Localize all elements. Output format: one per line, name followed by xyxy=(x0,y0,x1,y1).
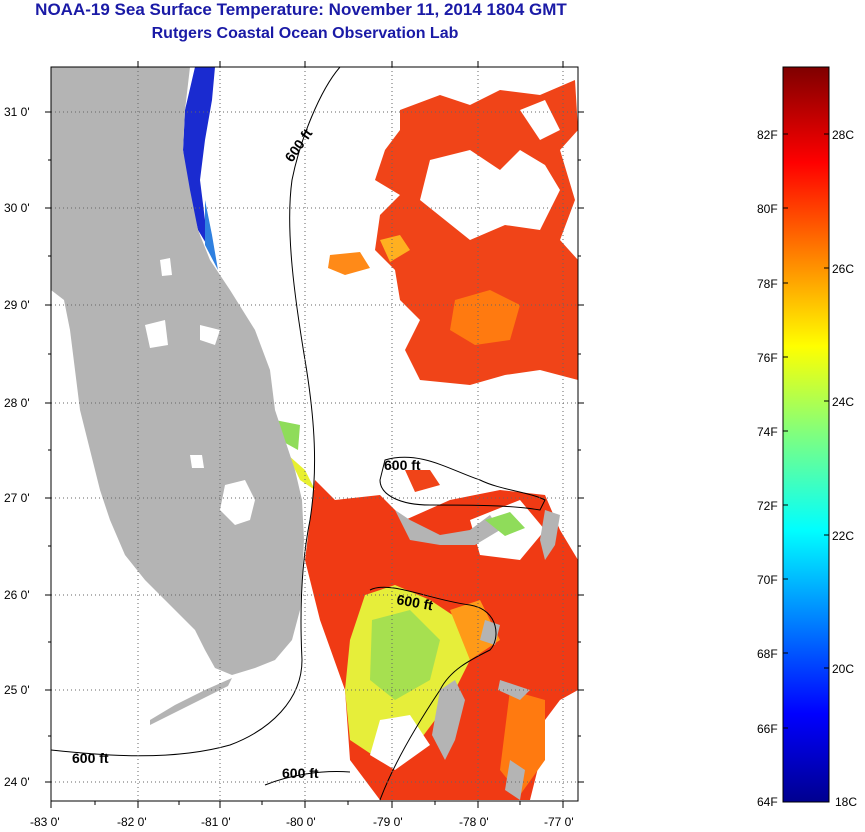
lat-label: 24 0' xyxy=(4,775,30,789)
colorbar: 82F 80F 78F 76F 74F 72F 70F 68F 66F 64F … xyxy=(757,66,857,809)
sst-northeast-warm xyxy=(328,80,578,385)
colorbar-c-label: 18C xyxy=(835,795,857,809)
longitude-labels: -83 0' -82 0' -81 0' -80 0' -79 0' -78 0… xyxy=(30,815,574,829)
lon-label: -78 0' xyxy=(459,815,489,829)
colorbar-f-label: 74F xyxy=(757,425,778,439)
colorbar-f-label: 68F xyxy=(757,647,778,661)
lon-label: -81 0' xyxy=(201,815,231,829)
lat-label: 31 0' xyxy=(4,105,30,119)
lon-label: -79 0' xyxy=(373,815,403,829)
lat-label: 27 0' xyxy=(4,491,30,505)
latitude-labels: 31 0' 30 0' 29 0' 28 0' 27 0' 26 0' 25 0… xyxy=(4,105,30,789)
lat-label: 25 0' xyxy=(4,683,30,697)
lon-label: -82 0' xyxy=(117,815,147,829)
lake-okeechobee xyxy=(220,480,255,525)
colorbar-f-label: 70F xyxy=(757,573,778,587)
colorbar-f-label: 80F xyxy=(757,202,778,216)
colorbar-c-label: 20C xyxy=(832,662,854,676)
contour-label: 600 ft xyxy=(72,750,109,766)
colorbar-c-label: 28C xyxy=(832,128,854,142)
lake xyxy=(160,258,172,276)
colorbar-scale xyxy=(782,66,830,803)
lake xyxy=(200,325,220,345)
lat-label: 29 0' xyxy=(4,298,30,312)
chart-subtitle: Rutgers Coastal Ocean Observation Lab xyxy=(151,25,459,42)
axis-ticks xyxy=(45,61,584,808)
colorbar-f-label: 66F xyxy=(757,722,778,736)
contour-label: 600 ft xyxy=(395,591,434,613)
colorbar-f-label: 82F xyxy=(757,128,778,142)
colorbar-c-label: 24C xyxy=(832,395,854,409)
lon-label: -83 0' xyxy=(30,815,60,829)
colorbar-f-label: 76F xyxy=(757,351,778,365)
lon-label: -77 0' xyxy=(544,815,574,829)
lon-label: -80 0' xyxy=(286,815,316,829)
isobath-600ft xyxy=(51,67,546,801)
lake xyxy=(190,455,204,468)
colorbar-f-label: 78F xyxy=(757,277,778,291)
lake xyxy=(145,320,168,348)
lat-label: 28 0' xyxy=(4,396,30,410)
lat-label: 30 0' xyxy=(4,201,30,215)
contour-label: 600 ft xyxy=(282,765,319,781)
colorbar-f-label: 64F xyxy=(757,795,778,809)
bahamas-land xyxy=(395,510,560,800)
chart-title: NOAA-19 Sea Surface Temperature: Novembe… xyxy=(35,0,567,19)
lat-label: 26 0' xyxy=(4,588,30,602)
sst-south-warm xyxy=(305,470,578,800)
colorbar-c-label: 22C xyxy=(832,529,854,543)
map-border xyxy=(50,66,579,802)
colorbar-c-label: 26C xyxy=(832,262,854,276)
contour-label: 600 ft xyxy=(384,457,421,473)
colorbar-f-label: 72F xyxy=(757,499,778,513)
